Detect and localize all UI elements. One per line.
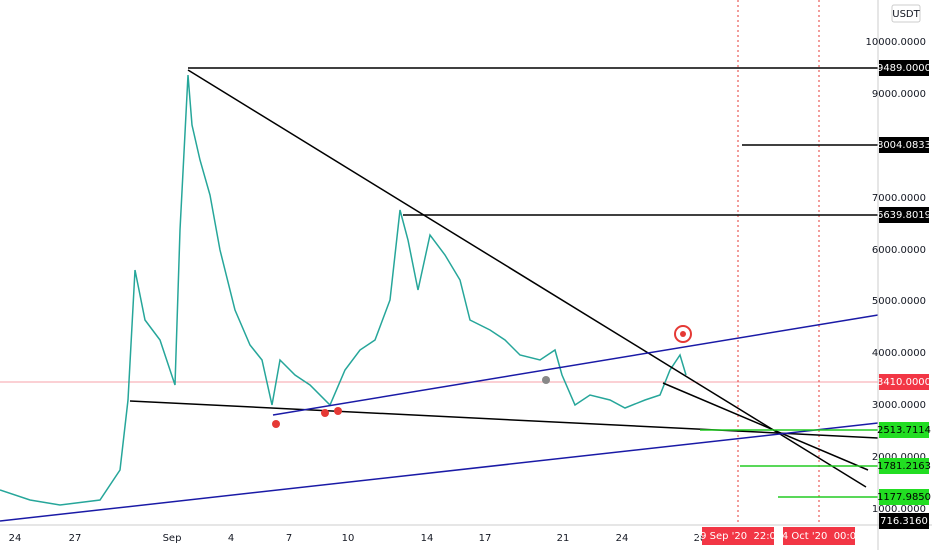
- price-tag-label: 6639.8019: [877, 210, 931, 221]
- price-tag: 2513.7114: [877, 422, 931, 438]
- currency-label: USDT: [892, 9, 920, 20]
- price-label: 10000.0000: [866, 37, 926, 48]
- price-tag: 3410.0000: [877, 374, 931, 390]
- price-tag-label: 1781.2163: [877, 461, 931, 472]
- price-label: 7000.0000: [872, 193, 926, 204]
- price-label: 9000.0000: [872, 89, 926, 100]
- trendline: [129, 400, 879, 439]
- time-label: Sep: [163, 533, 182, 544]
- markers: [272, 325, 692, 428]
- trendlines: [0, 67, 879, 522]
- price-axis: 10000.0000 9000.0000 7000.0000 6000.0000 500…: [866, 37, 926, 515]
- price-label: 3000.0000: [872, 400, 926, 411]
- time-label: 21: [557, 533, 570, 544]
- price-tag-bg: [879, 374, 929, 390]
- price-label: 6000.0000: [872, 245, 926, 256]
- price-tag-bg: [879, 489, 929, 505]
- time-label: 7: [286, 533, 292, 544]
- price-tag: 8004.0833: [877, 137, 931, 153]
- trendline: [0, 422, 879, 522]
- marker: [321, 409, 329, 417]
- time-tag-bg: [783, 527, 855, 545]
- trendline: [187, 69, 867, 488]
- price-tag: 1177.9850: [877, 489, 931, 505]
- price-label: 1000.0000: [872, 504, 926, 515]
- trendline: [662, 382, 869, 471]
- price-tag: 716.3160: [879, 513, 929, 529]
- price-tag-label: 3410.0000: [877, 377, 931, 388]
- time-label: 27: [69, 533, 82, 544]
- price-tag-label: 2513.7114: [877, 425, 931, 436]
- price-tag: 9489.0000: [877, 60, 931, 76]
- price-tag-bg: [879, 422, 929, 438]
- time-label: 17: [479, 533, 492, 544]
- price-tags: 9489.0000 8004.0833 6639.8019 3410.0000 2513…: [877, 60, 931, 529]
- time-tag: 29 Sep '20 22:00: [694, 527, 783, 545]
- time-label: 14: [421, 533, 434, 544]
- price-label: 2000.0000: [872, 452, 926, 463]
- price-label: 4000.0000: [872, 348, 926, 359]
- time-tag: 04 Oct '20 00:00: [775, 527, 863, 545]
- marker: [272, 420, 280, 428]
- price-line: [0, 74, 687, 506]
- price-tag-bg: [879, 207, 929, 223]
- price-tag-bg: [879, 60, 929, 76]
- eye-icon: [674, 325, 692, 343]
- marker: [334, 407, 342, 415]
- time-label: 24: [9, 533, 22, 544]
- price-tag-label: 9489.0000: [877, 63, 931, 74]
- time-tag-label: 29 Sep '20 22:00: [694, 531, 783, 542]
- price-tag-bg: [879, 137, 929, 153]
- price-tag-label: 1177.9850: [877, 492, 931, 503]
- price-tag-bg: [879, 458, 929, 474]
- marker: [542, 376, 550, 384]
- price-tag-label: 716.3160: [880, 516, 928, 527]
- price-tag-bg: [879, 513, 929, 529]
- time-label: 28: [694, 533, 707, 544]
- price-label: 5000.0000: [872, 296, 926, 307]
- time-tag-label: 04 Oct '20 00:00: [775, 531, 862, 542]
- price-tag: 1781.2163: [877, 458, 931, 474]
- price-tag: 6639.8019: [877, 207, 931, 223]
- time-label: 10: [342, 533, 355, 544]
- time-label: 4: [228, 533, 234, 544]
- trendline: [272, 314, 879, 416]
- time-label: 24: [616, 533, 629, 544]
- time-tag-bg: [702, 527, 774, 545]
- price-tag-label: 8004.0833: [877, 140, 931, 151]
- eye-icon: [680, 331, 686, 337]
- time-axis: 24 27 Sep 4 7 10 14 17 21 24 28: [9, 533, 707, 544]
- currency-badge[interactable]: [891, 4, 921, 23]
